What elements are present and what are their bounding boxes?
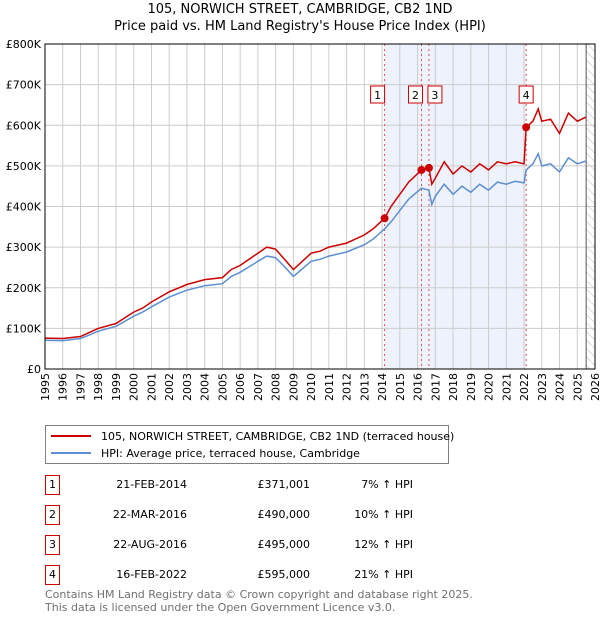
legend-swatch: [51, 452, 91, 454]
x-tick-label: 2025: [571, 373, 584, 401]
plot-frame: [44, 43, 596, 370]
price-chart: 1995 1996 1997 1998 1999 2000 2001 2002 2003 2004…: [6, 38, 600, 401]
x-tick-label: 2016: [412, 373, 425, 401]
y-tick-label: £200K: [6, 282, 42, 295]
x-tick-label: 1999: [110, 373, 123, 401]
sale-hpi-diff: 10% ↑ HPI: [354, 508, 413, 521]
sale-marker-box: [427, 85, 443, 104]
sale-date: 22-AUG-2016: [113, 538, 187, 551]
y-tick-label: £700K: [6, 79, 42, 92]
x-tick-label: 2015: [394, 373, 407, 401]
y-tick-label: £500K: [6, 160, 42, 173]
x-tick-label: 2004: [199, 373, 212, 401]
legend-label: 105, NORWICH STREET, CAMBRIDGE, CB2 1ND …: [101, 429, 455, 443]
sale-row: 1 21-FEB-2014 £371,001 7% ↑ HPI: [45, 475, 465, 495]
sale-marker-badge: 4: [45, 565, 60, 585]
y-tick-label: £800K: [6, 38, 42, 51]
sale-price: £490,000: [257, 508, 311, 521]
footer-line: This data is licensed under the Open Gov…: [45, 601, 396, 614]
footer-line: Contains HM Land Registry data © Crown c…: [45, 588, 473, 601]
sale-marker-badge: 2: [45, 505, 60, 525]
x-tick-label: 2007: [252, 373, 265, 401]
sale-date: 22-MAR-2016: [112, 508, 187, 521]
x-tick-label: 2022: [518, 373, 531, 401]
sale-hpi-diff: 7% ↑ HPI: [361, 478, 413, 491]
sale-point: [424, 163, 433, 172]
sale-marker-box: [518, 85, 534, 104]
x-tick-label: 2001: [145, 373, 158, 401]
x-tick-label: 2023: [536, 373, 549, 401]
sale-marker-label: 4: [523, 89, 530, 102]
x-tick-label: 2026: [589, 373, 600, 401]
x-tick-label: 2019: [465, 373, 478, 401]
x-tick-label: 1998: [92, 373, 105, 401]
x-tick-label: 2003: [181, 373, 194, 401]
sale-row: 4 16-FEB-2022 £595,000 21% ↑ HPI: [45, 565, 465, 585]
sale-hpi-diff: 12% ↑ HPI: [354, 538, 413, 551]
sale-date: 21-FEB-2014: [116, 478, 187, 491]
sale-point: [417, 165, 426, 174]
sale-date: 16-FEB-2022: [116, 568, 187, 581]
y-tick-label: £100K: [6, 322, 42, 335]
sale-price: £495,000: [257, 538, 311, 551]
x-tick-label: 1997: [74, 373, 87, 401]
x-tick-label: 2013: [358, 373, 371, 401]
sale-hpi-diff: 21% ↑ HPI: [354, 568, 413, 581]
sale-price: £595,000: [257, 568, 311, 581]
x-tick-label: 2014: [376, 373, 389, 401]
x-tick-label: 2011: [323, 373, 336, 401]
x-tick-label: 2002: [163, 373, 176, 401]
legend-item-property: 105, NORWICH STREET, CAMBRIDGE, CB2 1ND …: [46, 428, 454, 444]
x-tick-label: 2018: [447, 373, 460, 401]
x-tick-label: 2009: [287, 373, 300, 401]
sale-marker-label: 3: [431, 89, 438, 102]
x-tick-label: 1996: [57, 373, 70, 401]
sale-marker-box: [370, 85, 386, 104]
legend: 105, NORWICH STREET, CAMBRIDGE, CB2 1ND …: [45, 425, 454, 464]
legend-item-hpi: HPI: Average price, terraced house, Camb…: [46, 445, 360, 461]
sale-row: 2 22-MAR-2016 £490,000 10% ↑ HPI: [45, 505, 465, 525]
x-tick-label: 2021: [500, 373, 513, 401]
y-tick-label: £400K: [6, 201, 42, 214]
legend-label: HPI: Average price, terraced house, Camb…: [101, 446, 360, 460]
x-tick-label: 2008: [270, 373, 283, 401]
x-tick-label: 1995: [39, 373, 52, 401]
sale-marker-badge: 3: [45, 535, 60, 555]
sale-price: £371,001: [257, 478, 311, 491]
sale-point: [380, 214, 389, 223]
x-tick-label: 2010: [305, 373, 318, 401]
sale-marker-label: 1: [374, 89, 381, 102]
chart-subtitle: Price paid vs. HM Land Registry's House …: [114, 19, 486, 34]
sale-marker-badge: 1: [45, 475, 60, 495]
x-tick-label: 2017: [429, 373, 442, 401]
sale-marker-label: 2: [412, 89, 419, 102]
sale-row: 3 22-AUG-2016 £495,000 12% ↑ HPI: [45, 535, 465, 555]
x-tick-label: 2006: [234, 373, 247, 401]
x-tick-label: 2012: [341, 373, 354, 401]
hpi-line: [44, 151, 587, 342]
sale-marker-box: [407, 85, 423, 104]
chart-title: 105, NORWICH STREET, CAMBRIDGE, CB2 1ND: [147, 2, 453, 17]
x-tick-label: 2005: [216, 373, 229, 401]
y-tick-label: £600K: [6, 119, 42, 132]
x-tick-label: 2024: [554, 373, 567, 401]
x-tick-label: 2000: [128, 373, 141, 401]
legend-swatch: [51, 435, 91, 437]
x-tick-label: 2020: [483, 373, 496, 401]
sale-point: [522, 123, 531, 132]
y-tick-label: £300K: [6, 241, 42, 254]
y-tick-label: £0: [27, 363, 41, 376]
footer: Contains HM Land Registry data © Crown c…: [45, 588, 473, 614]
